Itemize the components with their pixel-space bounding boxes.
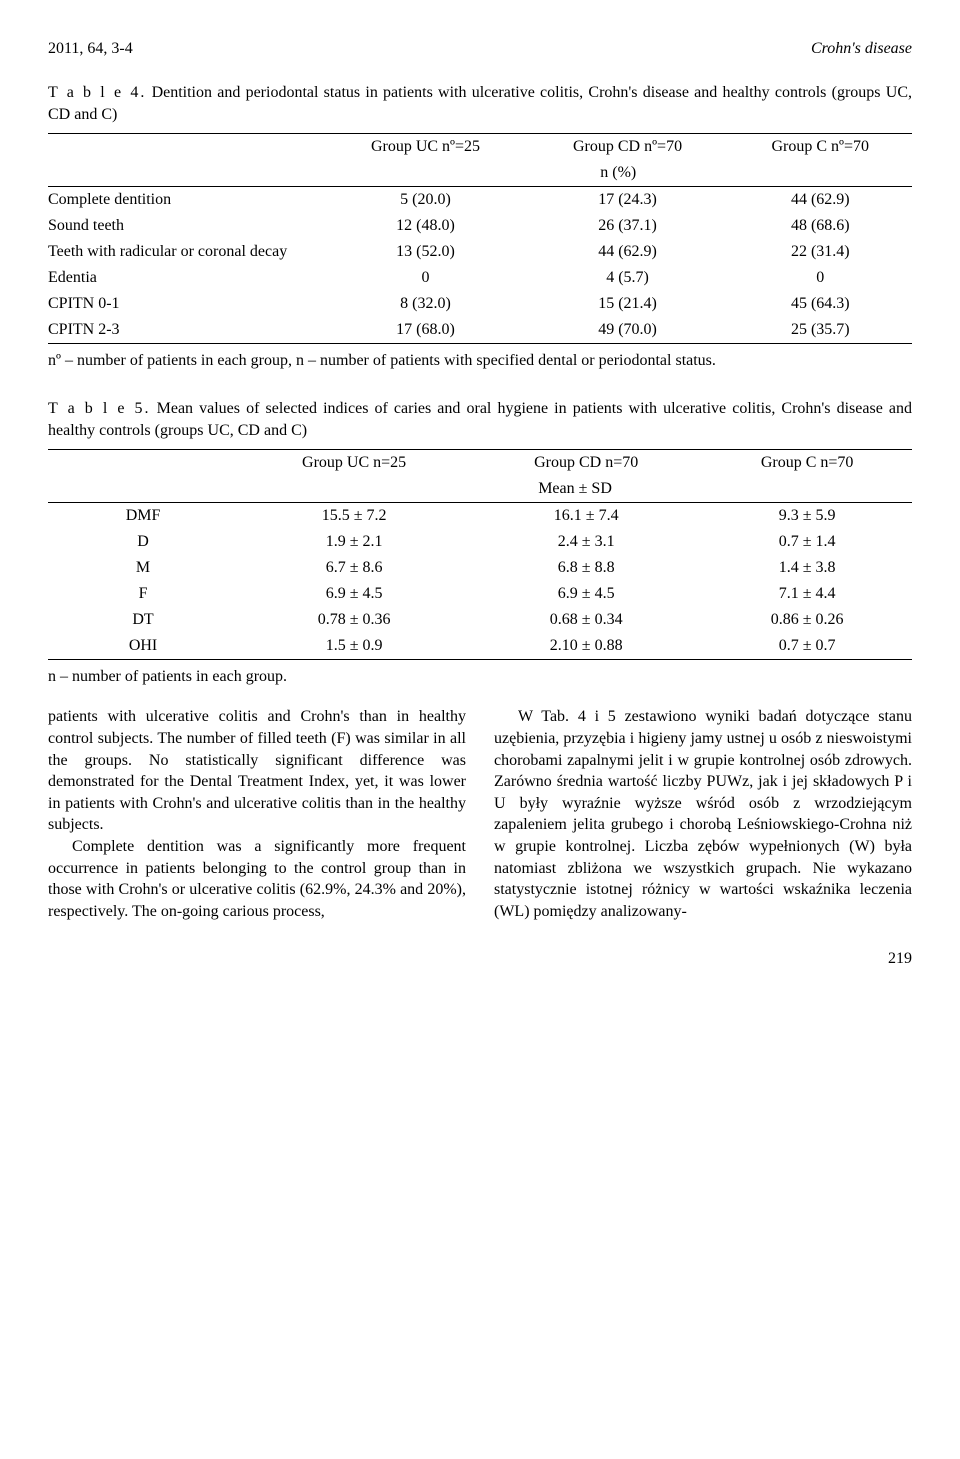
- left-para-2: Complete dentition was a significantly m…: [48, 836, 466, 922]
- table4-col1: Group UC nº=25: [324, 134, 526, 161]
- left-para-1: patients with ulcerative colitis and Cro…: [48, 706, 466, 836]
- table-row: OHI 1.5 ± 0.9 2.10 ± 0.88 0.7 ± 0.7: [48, 633, 912, 660]
- table4-footnote: nº – number of patients in each group, n…: [48, 352, 912, 370]
- table5-caption-lead: T a b l e 5.: [48, 400, 151, 417]
- table-row: F 6.9 ± 4.5 6.9 ± 4.5 7.1 ± 4.4: [48, 581, 912, 607]
- right-column: W Tab. 4 i 5 zestawiono wyniki badań dot…: [494, 706, 912, 922]
- table4-spanner: n (%): [324, 160, 912, 187]
- table-row: CPITN 2-3 17 (68.0) 49 (70.0) 25 (35.7): [48, 317, 912, 344]
- header-right: Crohn's disease: [811, 40, 912, 58]
- table-row: M 6.7 ± 8.6 6.8 ± 8.8 1.4 ± 3.8: [48, 555, 912, 581]
- table-row: Complete dentition 5 (20.0) 17 (24.3) 44…: [48, 187, 912, 214]
- table4-caption-rest: Dentition and periodontal status in pati…: [48, 84, 912, 123]
- table4-caption: T a b l e 4. Dentition and periodontal s…: [48, 82, 912, 125]
- table-row: DMF 15.5 ± 7.2 16.1 ± 7.4 9.3 ± 5.9: [48, 503, 912, 530]
- body-columns: patients with ulcerative colitis and Cro…: [48, 706, 912, 922]
- header-left: 2011, 64, 3-4: [48, 40, 133, 58]
- table5-col1: Group UC n=25: [238, 450, 470, 477]
- table-row: Edentia 0 4 (5.7) 0: [48, 265, 912, 291]
- page-number: 219: [48, 950, 912, 968]
- table5-caption: T a b l e 5. Mean values of selected ind…: [48, 398, 912, 441]
- table5-footnote: n – number of patients in each group.: [48, 668, 912, 686]
- table4-col2: Group CD nº=70: [527, 134, 729, 161]
- right-para-1: W Tab. 4 i 5 zestawiono wyniki badań dot…: [494, 706, 912, 922]
- left-column: patients with ulcerative colitis and Cro…: [48, 706, 466, 922]
- table-row: D 1.9 ± 2.1 2.4 ± 3.1 0.7 ± 1.4: [48, 529, 912, 555]
- running-header: 2011, 64, 3-4 Crohn's disease: [48, 40, 912, 58]
- table5-col3: Group C n=70: [702, 450, 912, 477]
- table5-spanner: Mean ± SD: [238, 476, 912, 503]
- table4-col3: Group C nº=70: [729, 134, 912, 161]
- table-row: Sound teeth 12 (48.0) 26 (37.1) 48 (68.6…: [48, 213, 912, 239]
- table-row: DT 0.78 ± 0.36 0.68 ± 0.34 0.86 ± 0.26: [48, 607, 912, 633]
- table-row: Teeth with radicular or coronal decay 13…: [48, 239, 912, 265]
- table5: Group UC n=25 Group CD n=70 Group C n=70…: [48, 449, 912, 660]
- table5-col2: Group CD n=70: [470, 450, 702, 477]
- table5-caption-rest: Mean values of selected indices of carie…: [48, 400, 912, 439]
- table-row: CPITN 0-1 8 (32.0) 15 (21.4) 45 (64.3): [48, 291, 912, 317]
- table4-caption-lead: T a b l e 4.: [48, 84, 146, 101]
- table4: Group UC nº=25 Group CD nº=70 Group C nº…: [48, 133, 912, 344]
